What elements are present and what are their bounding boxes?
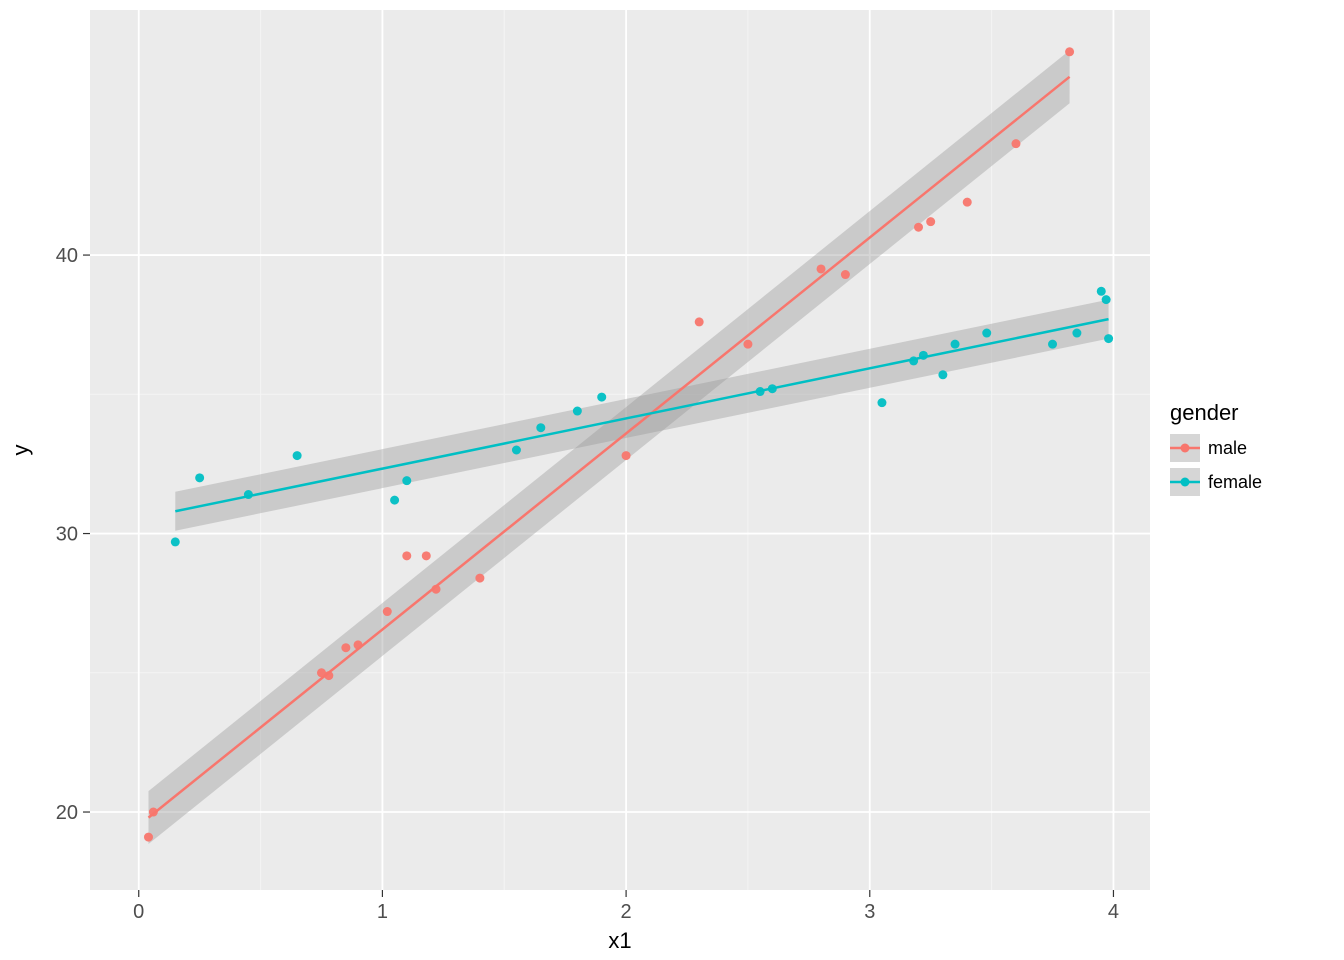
data-point [622,451,631,460]
data-point [914,223,923,232]
data-point [171,537,180,546]
legend-key-point [1181,444,1190,453]
scatter-chart: 0 1 2 3 4 20 30 40 x1 y gender male female [0,0,1344,960]
data-point [573,407,582,416]
data-point [1102,295,1111,304]
data-point [817,264,826,273]
data-point [244,490,253,499]
data-point [919,351,928,360]
data-point [926,217,935,226]
data-point [402,476,411,485]
legend-label: male [1208,438,1247,458]
legend-label: female [1208,472,1262,492]
y-tick-label: 40 [56,245,78,267]
data-point [909,356,918,365]
x-tick-label: 4 [1108,901,1119,923]
data-point [768,384,777,393]
data-point [695,317,704,326]
y-tick-label: 30 [56,524,78,546]
legend-key-point [1181,478,1190,487]
y-axis-title: y [8,445,33,456]
data-point [341,643,350,652]
x-axis-title: x1 [608,928,631,953]
legend-item: female [1170,468,1262,496]
data-point [512,446,521,455]
data-point [938,370,947,379]
data-point [756,387,765,396]
data-point [1104,334,1113,343]
data-point [1072,329,1081,338]
data-point [1065,47,1074,56]
data-point [293,451,302,460]
data-point [982,329,991,338]
data-point [1011,139,1020,148]
data-point [354,640,363,649]
data-point [422,551,431,560]
x-tick-label: 3 [864,901,875,923]
data-point [963,198,972,207]
data-point [402,551,411,560]
y-tick-label: 20 [56,802,78,824]
data-point [390,496,399,505]
data-point [324,671,333,680]
x-tick-label: 2 [621,901,632,923]
data-point [383,607,392,616]
data-point [841,270,850,279]
data-point [597,393,606,402]
data-point [1048,340,1057,349]
data-point [1097,287,1106,296]
data-point [149,808,158,817]
data-point [195,473,204,482]
data-point [144,833,153,842]
data-point [877,398,886,407]
data-point [536,423,545,432]
data-point [743,340,752,349]
data-point [475,574,484,583]
data-point [432,585,441,594]
legend-title: gender [1170,400,1239,425]
data-point [951,340,960,349]
legend-item: male [1170,434,1247,462]
x-tick-label: 0 [133,901,144,923]
x-tick-label: 1 [377,901,388,923]
